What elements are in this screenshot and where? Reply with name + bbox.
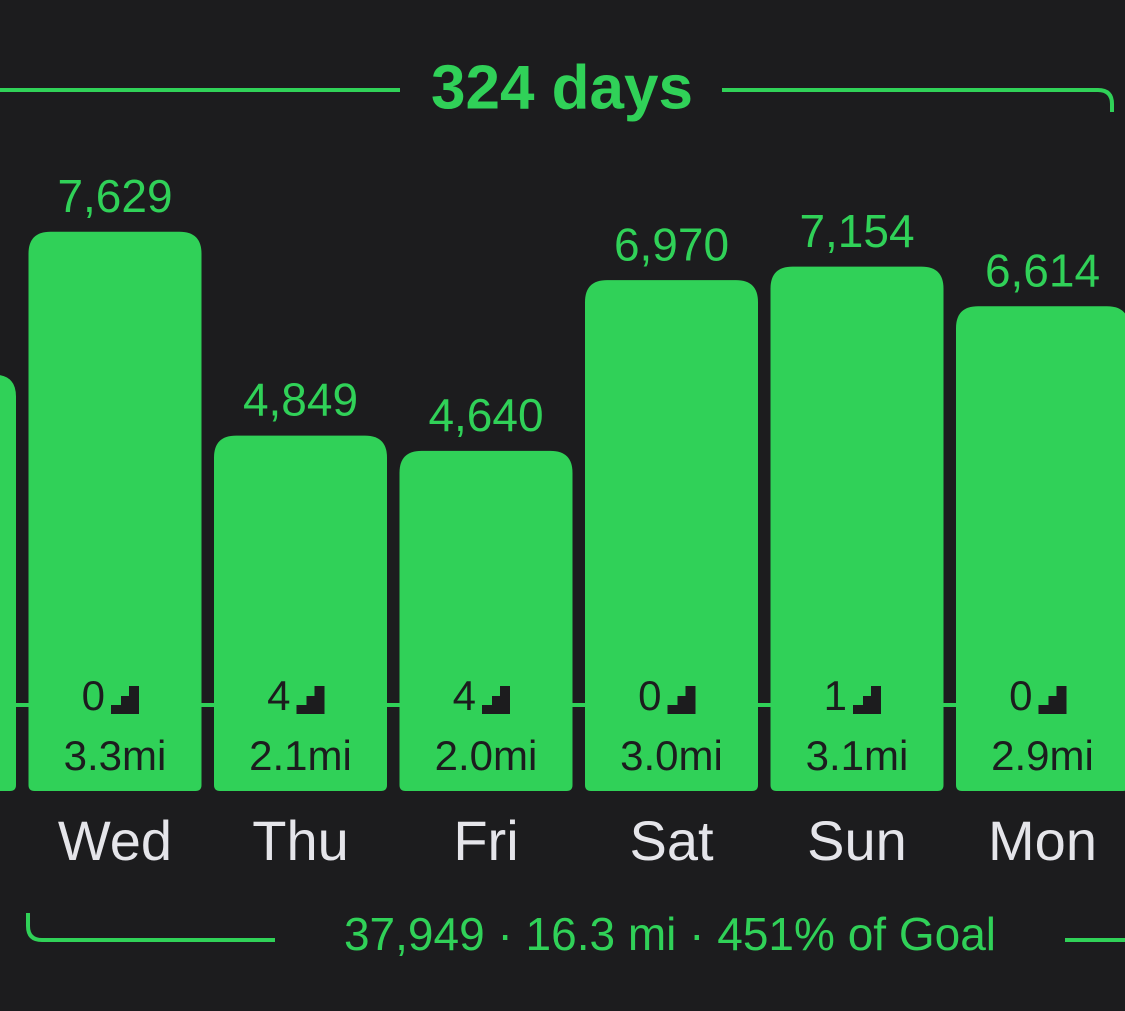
floors-count: 4 — [267, 672, 290, 719]
title-bracket — [0, 88, 1114, 112]
footer-summary: 37,949 · 16.3 mi · 451% of Goal — [344, 908, 996, 960]
distance: 3.1mi — [806, 732, 909, 779]
x-tick-label: Thu — [252, 809, 349, 872]
bar — [770, 266, 944, 791]
distance: 3.3mi — [64, 732, 167, 779]
floors-count: 0 — [1009, 672, 1032, 719]
bar — [28, 231, 202, 791]
stairs-icon — [853, 686, 881, 714]
stairs-icon — [111, 686, 139, 714]
distance: 2.9mi — [991, 732, 1094, 779]
x-tick-label: Sun — [807, 809, 907, 872]
value-label: 7,154 — [799, 205, 914, 257]
bar — [585, 280, 758, 791]
chart-title: 324 days — [431, 53, 693, 122]
floors-count: 0 — [82, 672, 105, 719]
stairs-icon — [296, 686, 325, 714]
floors-count: 0 — [638, 672, 661, 719]
value-label: 7,629 — [57, 170, 172, 222]
floors-count: 1 — [824, 672, 847, 719]
value-label: 4,640 — [428, 389, 543, 441]
x-tick-label: Mon — [988, 809, 1097, 872]
distance: 2.1mi — [249, 732, 352, 779]
stairs-icon — [667, 686, 696, 714]
footer-bracket — [26, 913, 1125, 942]
floors-count: 4 — [453, 672, 476, 719]
bar — [214, 435, 387, 791]
x-tick-label: Fri — [453, 809, 518, 872]
x-tick-label: Wed — [58, 809, 172, 872]
x-tick-label: Sat — [629, 809, 713, 872]
bar — [0, 375, 16, 791]
bar — [399, 450, 573, 791]
bar — [956, 306, 1125, 791]
distance: 2.0mi — [435, 732, 538, 779]
distance: 3.0mi — [620, 732, 723, 779]
value-label: 4,849 — [243, 374, 358, 426]
stairs-icon — [482, 686, 510, 714]
value-label: 6,970 — [614, 218, 729, 270]
value-label: 6,614 — [985, 244, 1100, 296]
stairs-icon — [1038, 686, 1067, 714]
